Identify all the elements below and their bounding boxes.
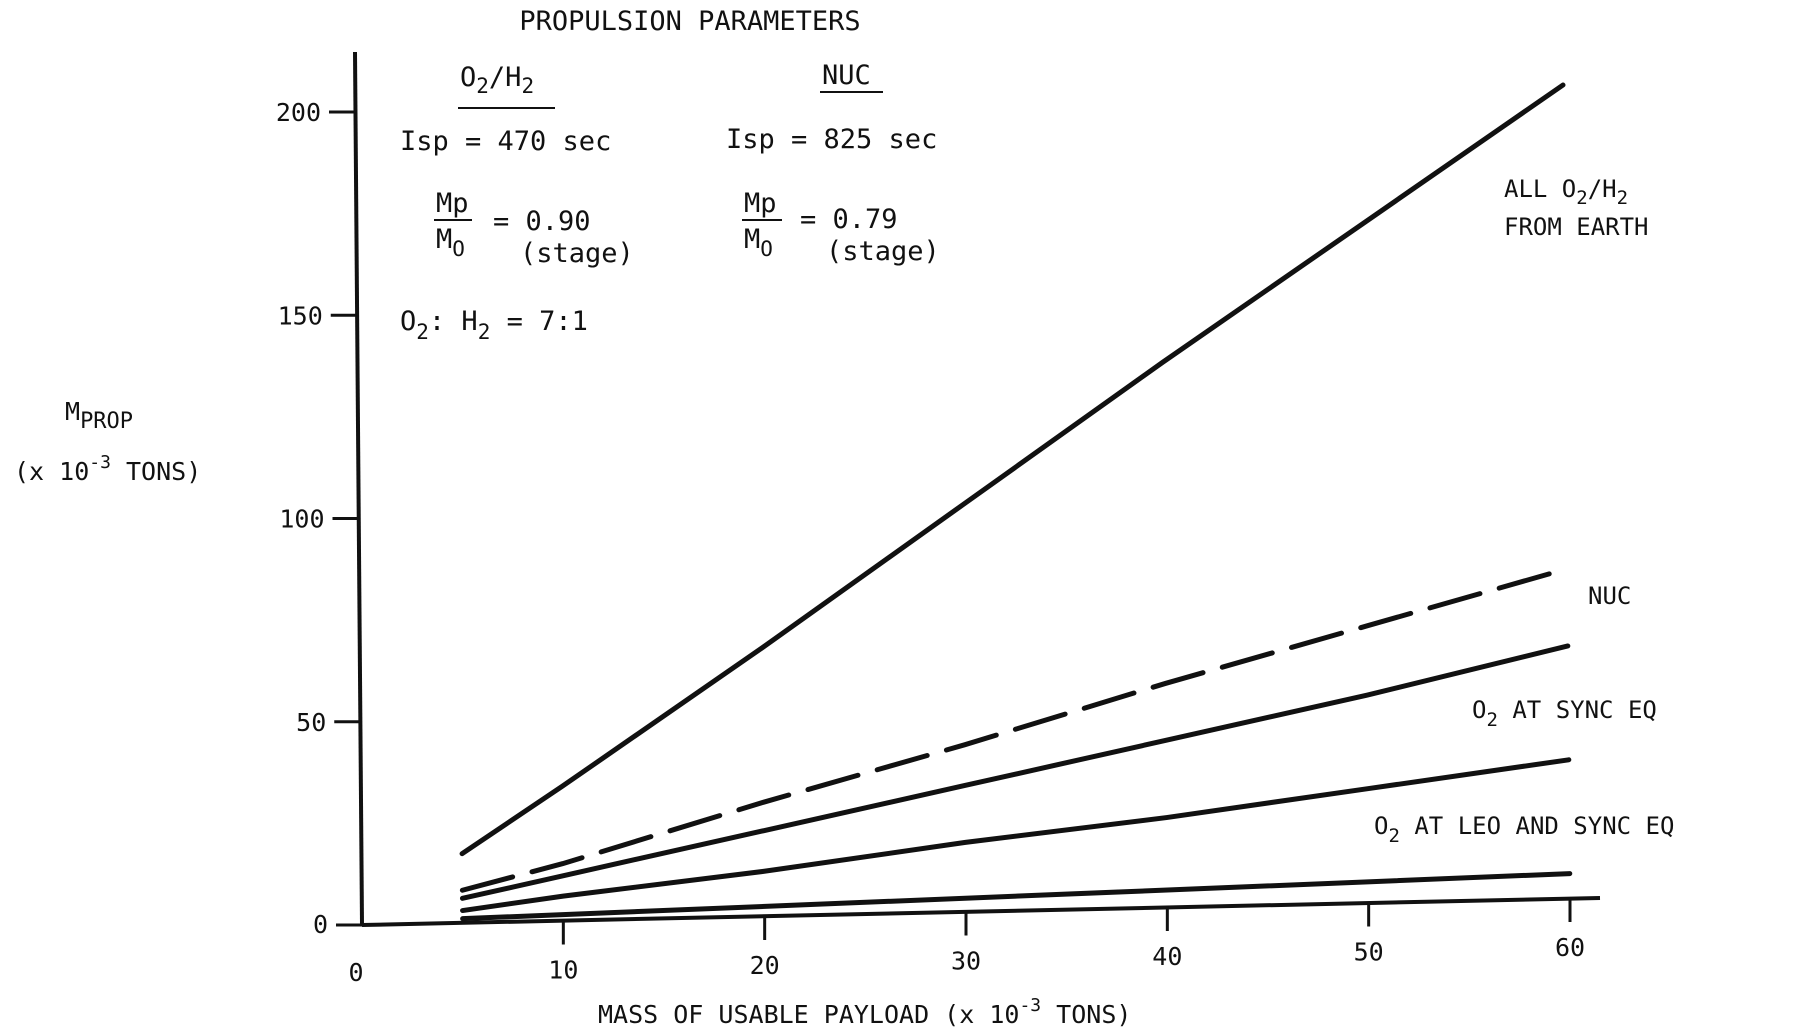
x-tick-label-50: 50 [1354,938,1384,967]
y-tick-label-0: 0 [313,910,328,939]
y-tick-label-50: 50 [296,708,326,737]
x-ticks: 0 10 20 30 40 50 60 [348,898,1585,987]
series-line-4 [460,871,1573,922]
chart-title: PROPULSION PARAMETERS [519,6,860,37]
y-axis-unit: (x 10-3 TONS) [14,452,201,486]
nuc-ratio-value: = 0.79 [800,204,898,235]
x-tick-label-30: 30 [951,947,981,976]
series-line-3 [460,757,1572,914]
x-tick-label-40: 40 [1152,942,1182,971]
o2h2-ratio-note: (stage) [520,238,634,269]
x-tick-label-10: 10 [548,956,578,985]
o2h2-mixture: O2: H2 = 7:1 [400,306,588,344]
series-label-o2-leo-sync: O2 AT LEO AND SYNC EQ [1374,812,1674,847]
y-axis [353,51,364,926]
params-nuc: NUC Isp = 825 sec Mp MO = 0.79 (stage) [726,60,940,267]
series-label-all-o2h2: ALL O2/H2 [1504,175,1628,209]
y-tick-label-150: 150 [278,301,323,330]
nuc-ratio-den: MO [744,224,773,261]
x-axis-title: MASS OF USABLE PAYLOAD (x 10-3 TONS) [598,995,1131,1029]
series-label-all-o2h2-line2: FROM EARTH [1504,213,1649,241]
o2h2-isp: Isp = 470 sec [400,126,611,157]
nuc-ratio-num: Mp [744,188,777,219]
o2h2-ratio-value: = 0.90 [493,206,591,237]
series-layer [459,82,1573,922]
x-axis [361,896,1601,927]
params-o2h2: O2/H2 Isp = 470 sec Mp MO = 0.90 (stage)… [400,62,634,344]
x-tick-label-0: 0 [348,958,363,987]
nuc-isp: Isp = 825 sec [726,124,937,155]
series-label-o2-sync: O2 AT SYNC EQ [1472,696,1657,731]
x-tick-label-20: 20 [750,951,780,980]
y-tick-label-200: 200 [276,98,321,127]
x-tick-label-60: 60 [1555,933,1585,962]
nuc-heading: NUC [822,60,871,91]
o2h2-heading: O2/H2 [460,62,534,98]
y-ticks: 0 50 100 150 200 [276,98,362,939]
series-line-1 [459,566,1570,893]
o2h2-ratio-num: Mp [436,188,469,219]
series-line-0 [459,82,1566,857]
y-axis-title: MPROP [65,397,133,434]
series-line-2 [459,643,1571,901]
y-tick-label-100: 100 [279,505,324,534]
nuc-ratio-note: (stage) [826,236,940,267]
o2h2-ratio-den: MO [436,224,465,261]
series-label-nuc: NUC [1588,582,1631,610]
